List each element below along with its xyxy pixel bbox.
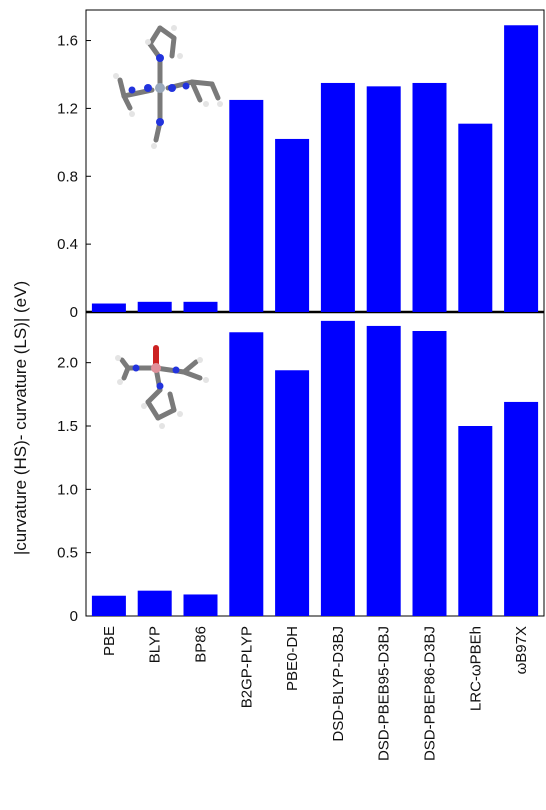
panel-1-ytick-label: 0.4 — [57, 236, 78, 253]
panel-2-ytick-label: 1.0 — [57, 481, 78, 498]
panel-1-ytick-label: 0.8 — [57, 168, 78, 185]
panel-1-ytick-label: 1.2 — [57, 100, 78, 117]
x-category-label: DSD-BLYP-D3BJ — [330, 626, 347, 742]
y-axis-label: |curvature (HS)- curvature (LS)| (eV) — [11, 281, 30, 555]
panel-2-ytick-label: 0 — [70, 608, 78, 625]
panel-1-bar — [504, 25, 539, 313]
panel-1-bar — [458, 123, 493, 312]
panel-2-bar — [458, 426, 493, 616]
panel-2-bar — [229, 332, 264, 616]
panel-2-bar — [137, 590, 172, 616]
panel-1-bar — [275, 138, 310, 312]
panel-1-bar — [320, 82, 355, 313]
bars-layer — [91, 25, 539, 616]
x-category-label: PBE0-DH — [284, 626, 301, 691]
panel-2-bar — [275, 370, 310, 616]
panel-1-bar — [91, 303, 126, 312]
x-category-label: DSD-PBEP86-D3BJ — [422, 626, 439, 761]
panel-2-bar — [183, 594, 218, 616]
panel-1-ytick-label: 1.6 — [57, 33, 78, 50]
x-category-label: DSD-PBEB95-D3BJ — [376, 626, 393, 761]
panel-2-bar — [412, 331, 447, 616]
x-category-label: PBE — [101, 626, 118, 656]
x-category-label: BLYP — [147, 626, 164, 663]
panel-1-bar — [366, 86, 401, 312]
axes-layer: 0 0.4 0.8 1.2 1.6 0 0.5 1.0 1.5 2.0 PBE BLYP BP86 B2G… — [57, 9, 545, 761]
panel-2-ytick-label: 2.0 — [57, 355, 78, 372]
molecule-image-bottom — [115, 345, 209, 429]
panel-1-bar — [412, 82, 447, 313]
panel-2-bar — [91, 595, 126, 616]
panel-1-bar — [183, 301, 218, 312]
x-category-label: ωB97X — [513, 626, 530, 674]
panel-1-ytick-label: 0 — [70, 304, 78, 321]
panel-2-bar — [366, 325, 401, 616]
x-category-label: B2GP-PLYP — [238, 626, 255, 708]
panel-2-bar — [320, 320, 355, 616]
panel-1-bar — [137, 301, 172, 312]
panel-1-bar — [229, 99, 264, 312]
molecule-image-top — [113, 25, 223, 149]
panel-2-bar — [504, 401, 539, 616]
x-category-label: BP86 — [193, 626, 210, 663]
x-category-label: LRC-ωPBEh — [467, 626, 484, 711]
panel-2-ytick-label: 1.5 — [57, 418, 78, 435]
panel-2-ytick-label: 0.5 — [57, 545, 78, 562]
